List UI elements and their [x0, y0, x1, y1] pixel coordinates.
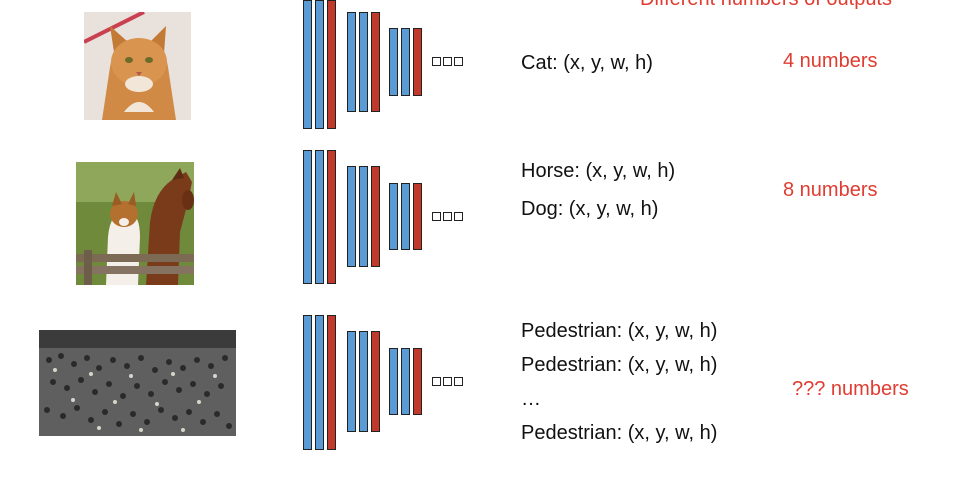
output-vector	[432, 377, 463, 386]
conv-layer	[315, 315, 324, 450]
conv-layer	[327, 0, 336, 129]
conv-layer	[413, 348, 422, 415]
conv-layer	[359, 166, 368, 267]
conv-layer	[371, 331, 380, 432]
conv-layer	[389, 28, 398, 96]
conv-layer	[371, 12, 380, 112]
conv-layer	[401, 348, 410, 415]
conv-layer	[303, 150, 312, 284]
conv-layer	[413, 28, 422, 96]
conv-layer	[359, 12, 368, 112]
crowd-image	[39, 330, 236, 436]
conv-layer	[303, 315, 312, 450]
conv-layer	[389, 183, 398, 250]
output-ellipsis: …	[521, 388, 541, 410]
conv-layer	[371, 166, 380, 267]
dog-horse-image	[76, 162, 194, 285]
cat-image	[84, 12, 191, 120]
conv-layer	[347, 331, 356, 432]
conv-layer	[401, 183, 410, 250]
conv-layer	[327, 315, 336, 450]
conv-layer	[389, 348, 398, 415]
output-count: 4 numbers	[783, 50, 878, 72]
conv-layer	[413, 183, 422, 250]
conv-layer	[347, 12, 356, 112]
output-vector	[432, 57, 463, 66]
output-label: Pedestrian: (x, y, w, h)	[521, 422, 718, 444]
output-count: ??? numbers	[792, 378, 909, 400]
output-count: 8 numbers	[783, 179, 878, 201]
conv-layer	[303, 0, 312, 129]
output-label: Dog: (x, y, w, h)	[521, 198, 659, 220]
output-label: Pedestrian: (x, y, w, h)	[521, 354, 718, 376]
output-vector	[432, 212, 463, 221]
conv-layer	[401, 28, 410, 96]
conv-layer	[347, 166, 356, 267]
output-label: Horse: (x, y, w, h)	[521, 160, 676, 182]
conv-layer	[315, 150, 324, 284]
output-label: Pedestrian: (x, y, w, h)	[521, 320, 718, 342]
header-fragment: Different numbers of outputs	[640, 0, 892, 11]
conv-layer	[315, 0, 324, 129]
output-label: Cat: (x, y, w, h)	[521, 52, 653, 74]
conv-layer	[359, 331, 368, 432]
conv-layer	[327, 150, 336, 284]
